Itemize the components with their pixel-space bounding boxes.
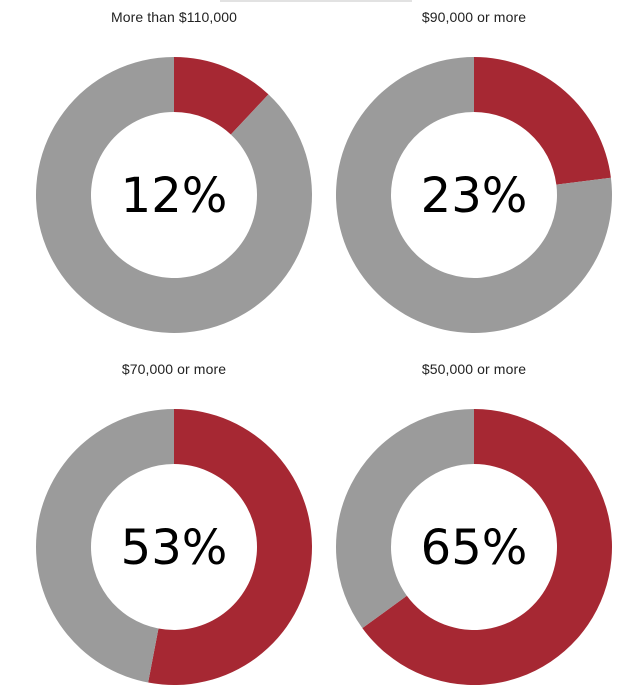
donut-title: $50,000 or more xyxy=(421,361,527,377)
donut-title: More than $110,000 xyxy=(110,9,238,25)
slice-highlight xyxy=(148,409,312,685)
donut-chart: 65% xyxy=(336,409,612,685)
donut-panel-50000-or-more: $50,000 or more 65% xyxy=(324,352,624,697)
top-divider xyxy=(220,0,412,2)
center-percentage-label: 23% xyxy=(421,168,528,224)
donut-title: $90,000 or more xyxy=(421,9,527,25)
slice-remainder xyxy=(35,409,174,683)
center-percentage-label: 65% xyxy=(421,520,528,576)
donut-chart: 53% xyxy=(35,409,312,685)
donut-panel-more-than-110000: More than $110,000 12% xyxy=(24,0,324,345)
slice-highlight xyxy=(362,409,612,685)
donut-chart: 12% xyxy=(36,57,313,333)
slice-remainder xyxy=(336,57,612,334)
donut-title: $70,000 or more xyxy=(121,361,227,377)
center-percentage-label: 53% xyxy=(121,520,228,576)
donut-chart: 23% xyxy=(336,57,612,334)
donut-panel-90000-or-more: $90,000 or more 23% xyxy=(324,0,624,345)
slice-remainder xyxy=(36,57,313,333)
slice-remainder xyxy=(336,409,474,629)
donut-panel-70000-or-more: $70,000 or more 53% xyxy=(24,352,324,697)
slice-highlight xyxy=(474,57,611,185)
slice-highlight xyxy=(174,57,269,135)
center-percentage-label: 12% xyxy=(121,168,228,224)
